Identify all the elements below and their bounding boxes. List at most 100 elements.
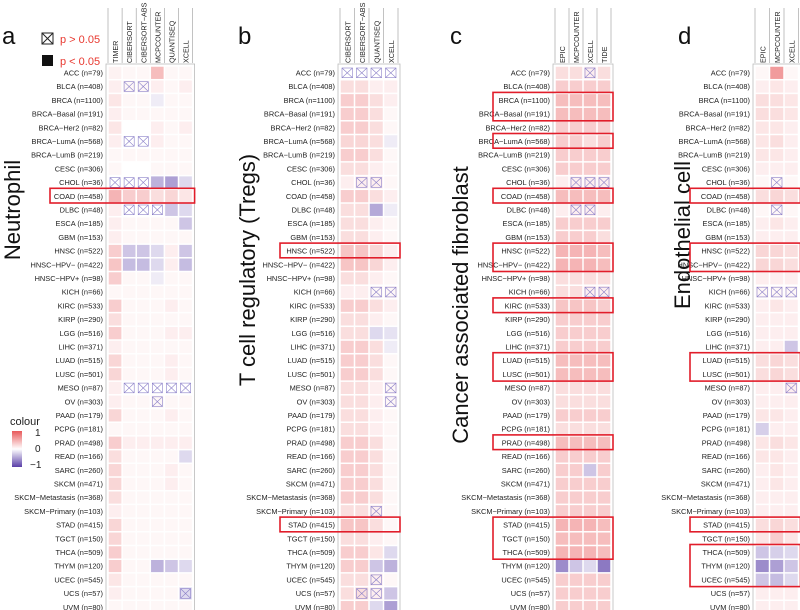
heatmap-cell [340,93,355,107]
heatmap-cell [369,600,384,610]
heatmap-cell [164,162,179,176]
heatmap-cell [369,271,384,285]
heatmap-cell [755,504,770,518]
cancer-label: UVM (n=80) [710,603,750,610]
heatmap-cell [569,573,583,587]
heatmap-cell [583,586,597,601]
heatmap-cell [136,463,151,477]
heatmap-cell [354,312,369,327]
method-label: TIDE [600,46,609,63]
cancer-label: BRCA−Basal (n=191) [264,110,335,119]
heatmap-cell [164,148,179,162]
heatmap-cell [583,134,597,148]
cancer-label: GBM (n=153) [58,233,103,242]
heatmap-cell [555,244,569,258]
heatmap-cell [755,189,770,203]
heatmap-cell [354,340,369,354]
ns-cell-cross [570,177,582,188]
ns-cell-box [356,177,368,188]
cancer-label: PRAD (n=498) [702,438,750,447]
heatmap-cell [164,490,179,505]
heatmap-cell [136,121,151,135]
heatmap-cell [108,353,122,368]
heatmap-cell [583,93,597,107]
heatmap-cell [150,504,165,518]
cancer-label: LIHC (n=371) [58,342,103,351]
heatmap-cell [136,600,151,610]
heatmap-cell [164,285,179,299]
cancer-label: COAD (n=458) [54,192,103,201]
heatmap-cell [555,449,569,464]
ns-cell-box [584,204,596,215]
heatmap-cell [340,285,355,299]
heatmap-cell [369,93,384,107]
heatmap-cell [383,189,398,203]
heatmap-cell [340,189,355,203]
heatmap-cell [164,449,179,464]
cancer-label: UCS (n=57) [64,589,103,598]
heatmap-cell [555,271,569,285]
cancer-label: CESC (n=306) [702,164,750,173]
method-label: CIBERSORT [343,21,352,63]
highlight-box [689,187,800,204]
cancer-label: STAD (n=415) [503,521,550,530]
heatmap-cell [784,79,799,94]
heatmap-cell [108,395,122,409]
heatmap-cell [150,518,165,532]
heatmap-cell [108,586,122,601]
cancer-label: LIHC (n=371) [290,342,335,351]
heatmap-cell [597,353,611,368]
cancer-label: PAAD (n=179) [288,411,335,420]
heatmap-cell [164,600,179,610]
highlight-box [492,132,614,149]
heatmap-cell [150,271,165,285]
heatmap-cell [597,326,611,340]
cancer-label: LIHC (n=371) [705,342,750,351]
heatmap-cell [755,408,770,422]
ns-cell-box [152,204,163,215]
heatmap-cell [340,299,355,313]
cancer-label: SARC (n=260) [55,466,103,475]
cancer-label: CHOL (n=36) [291,178,335,187]
cancer-label: READ (n=166) [55,452,103,461]
heatmap-cell [784,600,799,610]
heatmap-cell [178,148,193,162]
heatmap-cell [178,285,193,299]
heatmap-cell [769,449,784,464]
ns-cell-cross [771,204,783,215]
ns-cell-cross [385,396,397,407]
cancer-label: BLCA (n=408) [288,82,335,91]
heatmap-cell [583,367,597,381]
heatmap-cell [178,353,193,368]
heatmap-cell [755,134,770,148]
heatmap-cell [383,586,398,601]
heatmap-cell [178,408,193,422]
cancer-label: KIRP (n=290) [58,315,103,324]
ns-cell-box [385,286,397,298]
cancer-label: SARC (n=260) [702,466,750,475]
heatmap-cell [164,573,179,587]
heatmap-cell [784,121,799,135]
cancer-label: THCA (n=509) [56,548,103,557]
heatmap-cell [555,490,569,505]
heatmap-cell [755,367,770,381]
heatmap-cell [354,93,369,107]
cancer-label: OV (n=303) [712,397,750,406]
heatmap-cell [569,299,583,313]
heatmap-cell [354,121,369,135]
cancer-label: STAD (n=415) [288,521,335,530]
heatmap-cell [769,244,784,258]
ns-cell-box [756,286,768,298]
heatmap-cell [108,66,122,80]
cancer-label: HNSC−HPV− (n=422) [262,260,335,269]
heatmap-cell [108,422,122,436]
heatmap-cell [369,559,384,573]
heatmap-cell [755,586,770,601]
heatmap-cell [555,326,569,340]
heatmap-cell [150,559,165,573]
heatmap-cell [354,367,369,381]
heatmap-cell [583,504,597,518]
heatmap-cell [597,107,611,121]
heatmap-cell [583,381,597,395]
cancer-label: SKCM−Primary (n=103) [671,507,750,516]
